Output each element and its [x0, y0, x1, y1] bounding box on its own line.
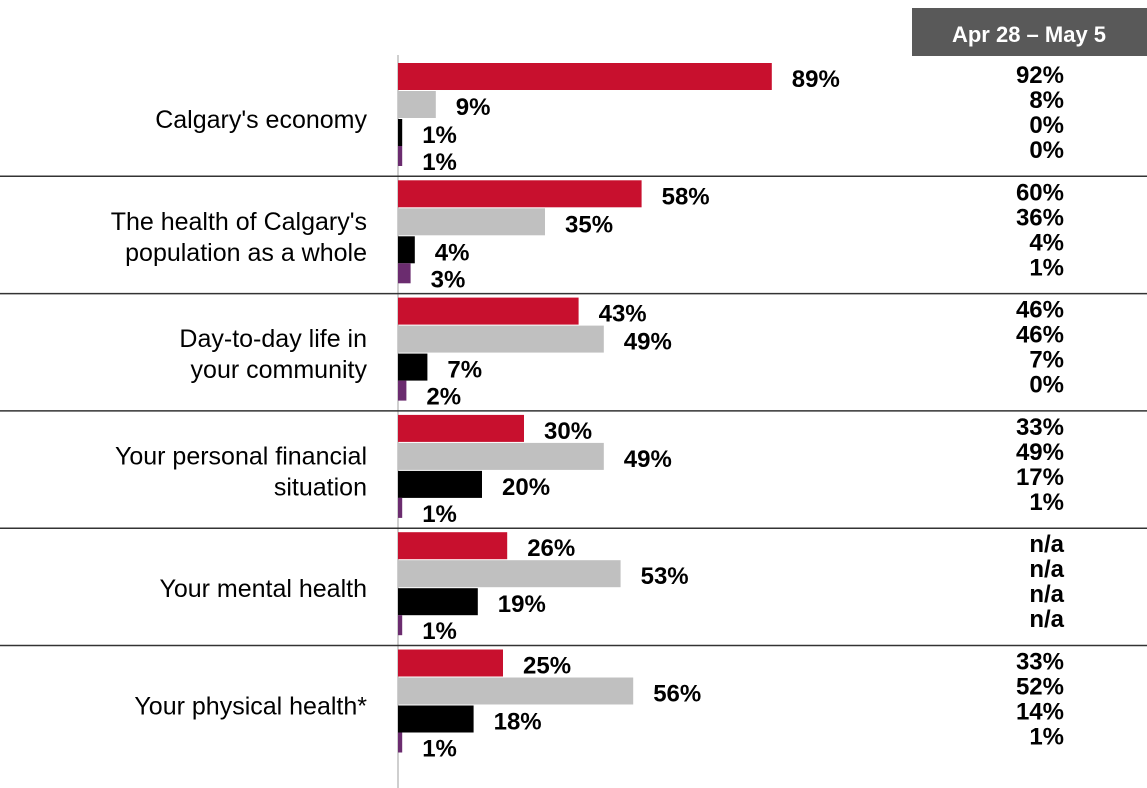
- category-label: Day-to-day life in: [179, 325, 367, 353]
- data-label: 89%: [792, 66, 840, 93]
- bar: [398, 263, 411, 284]
- comparison-value: 33%: [1016, 414, 1064, 441]
- bar: [398, 236, 415, 264]
- bar: [398, 353, 428, 381]
- bar: [398, 208, 545, 236]
- comparison-value: 92%: [1016, 62, 1064, 89]
- bar: [398, 325, 604, 353]
- data-label: 25%: [523, 653, 571, 680]
- data-label: 4%: [435, 239, 470, 266]
- category-group: Your mental health26%53%19%1%n/an/an/an/…: [0, 531, 1147, 647]
- data-label: 49%: [624, 446, 672, 473]
- data-label: 3%: [431, 266, 466, 293]
- comparison-value: 46%: [1016, 297, 1064, 324]
- bar: [398, 497, 403, 518]
- bar: [398, 180, 642, 208]
- bar: [398, 588, 478, 616]
- comparison-value: 4%: [1029, 229, 1064, 256]
- data-label: 2%: [426, 384, 461, 411]
- comparison-value: 1%: [1029, 724, 1064, 751]
- comparison-value: 46%: [1016, 322, 1064, 349]
- comparison-value: 0%: [1029, 112, 1064, 139]
- bar: [398, 532, 508, 560]
- category-group: Your physical health* 25% 56% 18% 1% 33%52%14…: [134, 649, 1064, 763]
- comparison-value: 49%: [1016, 439, 1064, 466]
- data-label: 1%: [422, 618, 457, 645]
- category-label: Calgary's economy: [155, 106, 367, 134]
- category-label: Your personal financial: [115, 442, 367, 470]
- data-label: 1%: [422, 122, 457, 149]
- comparison-value: 8%: [1029, 87, 1064, 114]
- data-label: 53%: [641, 563, 689, 590]
- category-group: Your personal financial situation 30% 49% 20…: [0, 414, 1147, 529]
- bar: [398, 732, 403, 753]
- comparison-value: n/a: [1029, 606, 1064, 633]
- bar: [398, 560, 621, 588]
- comparison-header: Apr 28 – May 5: [952, 22, 1106, 47]
- data-label: 20%: [502, 474, 550, 501]
- category-label: your community: [191, 356, 368, 384]
- comparison-header-bg: [912, 8, 1147, 56]
- category-label: population as a whole: [125, 239, 367, 267]
- comparison-value: 60%: [1016, 179, 1064, 206]
- category-label: Your physical health*: [134, 693, 367, 721]
- data-label: 26%: [527, 535, 575, 562]
- bar: [398, 91, 436, 118]
- comparison-value: 0%: [1029, 372, 1064, 399]
- data-label: 35%: [565, 211, 613, 238]
- bar: [398, 119, 403, 146]
- comparison-value: 14%: [1016, 699, 1064, 726]
- bar: [398, 146, 403, 166]
- comparison-value: 0%: [1029, 137, 1064, 164]
- comparison-value: 7%: [1029, 347, 1064, 374]
- data-label: 19%: [498, 591, 546, 618]
- comparison-value: n/a: [1029, 581, 1064, 608]
- bar: [398, 414, 524, 442]
- category-group: The health of Calgary's population as a w…: [0, 179, 1147, 295]
- data-label: 1%: [422, 149, 457, 176]
- bar: [398, 649, 503, 677]
- comparison-value: 17%: [1016, 464, 1064, 491]
- data-label: 58%: [662, 183, 710, 210]
- bar: [398, 380, 407, 401]
- comparison-value: 52%: [1016, 674, 1064, 701]
- comparison-value: 33%: [1016, 649, 1064, 676]
- category-label: situation: [274, 473, 367, 501]
- category-label: Your mental health: [159, 575, 367, 603]
- comparison-value: n/a: [1029, 531, 1064, 558]
- comparison-value: 1%: [1029, 254, 1064, 281]
- bar: [398, 470, 482, 498]
- comparison-value: 36%: [1016, 204, 1064, 231]
- comparison-value: n/a: [1029, 556, 1064, 583]
- bar: [398, 297, 579, 325]
- data-label: 1%: [422, 736, 457, 763]
- data-label: 56%: [653, 681, 701, 708]
- bar: [398, 442, 604, 470]
- data-label: 43%: [599, 301, 647, 328]
- category-group: Day-to-day life in your community 43%49% 7%…: [0, 297, 1147, 412]
- data-label: 1%: [422, 501, 457, 528]
- bar: [398, 615, 403, 636]
- bar: [398, 705, 474, 733]
- bar: [398, 677, 634, 705]
- data-label: 9%: [456, 94, 491, 121]
- category-label: The health of Calgary's: [111, 208, 367, 236]
- data-label: 18%: [494, 709, 542, 736]
- data-label: 7%: [447, 357, 482, 384]
- comparison-value: 1%: [1029, 489, 1064, 516]
- data-label: 49%: [624, 329, 672, 356]
- bar: [398, 63, 772, 90]
- data-label: 30%: [544, 418, 592, 445]
